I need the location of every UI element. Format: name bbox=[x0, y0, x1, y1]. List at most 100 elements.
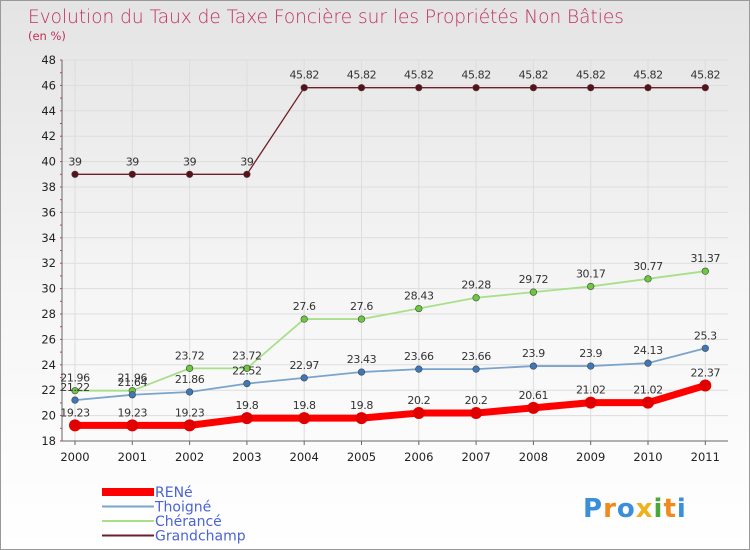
logo-text: Proxiti bbox=[583, 494, 687, 524]
x-tick-label: 2007 bbox=[461, 450, 490, 464]
data-label-rene: 20.2 bbox=[407, 394, 430, 407]
series-line-grandchamp bbox=[74, 87, 706, 175]
point-rene bbox=[699, 379, 712, 392]
point-cherance bbox=[186, 364, 194, 372]
data-label-rene: 22.37 bbox=[691, 367, 721, 380]
y-tick-label: 32 bbox=[41, 256, 56, 270]
point-thoigne bbox=[186, 388, 194, 396]
y-tick-label: 22 bbox=[41, 383, 56, 397]
data-label-cherance: 21.96 bbox=[118, 372, 148, 385]
point-rene bbox=[470, 407, 483, 420]
y-tick-label: 48 bbox=[41, 53, 56, 67]
point-rene bbox=[69, 419, 81, 432]
data-label-thoigne: 21.22 bbox=[60, 381, 90, 394]
data-label-rene: 19.8 bbox=[235, 399, 258, 412]
data-label-thoigne: 22.52 bbox=[232, 365, 262, 378]
data-label-grandchamp: 45.82 bbox=[691, 69, 721, 82]
legend-label-grandchamp: Grandchamp bbox=[155, 529, 246, 545]
point-grandchamp bbox=[128, 170, 136, 178]
point-grandchamp bbox=[243, 170, 251, 178]
point-grandchamp bbox=[587, 84, 595, 92]
point-thoigne bbox=[701, 344, 709, 352]
x-tick-label: 2005 bbox=[347, 450, 376, 464]
point-grandchamp bbox=[186, 170, 194, 178]
data-label-thoigne: 23.66 bbox=[404, 350, 434, 363]
data-label-rene: 19.8 bbox=[293, 399, 316, 412]
x-tick-label: 2006 bbox=[404, 450, 433, 464]
data-label-thoigne: 23.43 bbox=[347, 353, 377, 366]
point-rene bbox=[298, 412, 311, 425]
legend-label-cherance: Chérancé bbox=[155, 514, 222, 530]
point-grandchamp bbox=[415, 84, 423, 92]
legend-label-thoigne: Thoigné bbox=[154, 500, 211, 516]
data-label-rene: 20.61 bbox=[519, 389, 549, 402]
point-rene bbox=[527, 401, 540, 414]
data-label-rene: 19.23 bbox=[60, 406, 90, 419]
data-label-cherance: 28.43 bbox=[404, 290, 434, 303]
logo-letter: t bbox=[663, 494, 676, 524]
data-label-grandchamp: 39 bbox=[240, 155, 254, 168]
logo-letter: o bbox=[617, 494, 636, 524]
y-tick-label: 44 bbox=[41, 104, 56, 118]
y-tick-label: 30 bbox=[41, 282, 56, 296]
logo-letter: P bbox=[583, 494, 603, 524]
point-rene bbox=[355, 412, 368, 425]
data-label-thoigne: 21.64 bbox=[118, 376, 148, 389]
data-label-grandchamp: 45.82 bbox=[633, 69, 663, 82]
point-thoigne bbox=[128, 391, 136, 399]
x-tick-label: 2004 bbox=[290, 450, 319, 464]
chart-subtitle: (en %) bbox=[28, 29, 66, 43]
x-tick-label: 2011 bbox=[691, 450, 720, 464]
series-line-rene bbox=[71, 382, 709, 429]
data-labels-layer: 39 39 39 39 45.82 45.82 45.82 45.82 45.82 45.82 45… bbox=[60, 69, 721, 420]
y-tick-label: 26 bbox=[41, 332, 56, 346]
data-label-cherance: 30.17 bbox=[576, 267, 606, 280]
chart-title: Evolution du Taux de Taxe Foncière sur l… bbox=[28, 7, 624, 28]
y-tick-label: 40 bbox=[41, 155, 56, 169]
y-tick-label: 20 bbox=[41, 409, 56, 423]
x-tick-label: 2001 bbox=[118, 450, 147, 464]
point-cherance bbox=[300, 315, 308, 323]
point-grandchamp bbox=[472, 84, 480, 92]
point-cherance bbox=[587, 282, 595, 291]
y-tick-label: 38 bbox=[41, 180, 56, 194]
logo-letter: r bbox=[603, 494, 617, 524]
data-label-rene: 19.8 bbox=[350, 399, 373, 412]
point-thoigne bbox=[587, 362, 595, 370]
y-tick-label: 28 bbox=[41, 307, 56, 321]
point-cherance bbox=[415, 304, 423, 313]
point-rene bbox=[126, 419, 139, 432]
point-cherance bbox=[71, 387, 79, 395]
x-tick-label: 2002 bbox=[175, 450, 204, 464]
point-grandchamp bbox=[357, 84, 366, 92]
data-label-rene: 21.02 bbox=[633, 384, 663, 397]
logo-letter: i bbox=[654, 494, 664, 524]
legend-label-rene: RENé bbox=[155, 485, 193, 501]
point-thoigne bbox=[357, 368, 366, 376]
axes: 18 20 22 24 26 28 30 32 34 36 38 40 42 44 46 48 2000 2001… bbox=[41, 53, 728, 464]
y-tick-label: 46 bbox=[41, 78, 56, 92]
point-cherance bbox=[644, 275, 652, 283]
data-label-grandchamp: 45.82 bbox=[519, 69, 549, 82]
data-label-grandchamp: 45.82 bbox=[289, 69, 319, 82]
data-label-thoigne: 22.97 bbox=[289, 359, 319, 372]
data-label-thoigne: 23.9 bbox=[522, 347, 545, 360]
logo-letter: x bbox=[636, 494, 654, 524]
y-tick-label: 42 bbox=[41, 129, 56, 143]
point-rene bbox=[183, 419, 196, 432]
data-label-cherance: 31.37 bbox=[691, 252, 721, 265]
data-label-cherance: 29.72 bbox=[519, 273, 549, 286]
y-tick-label: 24 bbox=[41, 358, 56, 372]
point-thoigne bbox=[71, 396, 79, 404]
data-label-grandchamp: 39 bbox=[68, 155, 82, 168]
point-cherance bbox=[243, 364, 251, 372]
proxiti-logo: Proxiti bbox=[583, 494, 687, 524]
point-grandchamp bbox=[644, 84, 652, 92]
point-grandchamp bbox=[529, 84, 538, 92]
point-rene bbox=[240, 412, 253, 425]
point-cherance bbox=[529, 288, 538, 296]
data-label-cherance: 23.72 bbox=[175, 349, 205, 362]
point-thoigne bbox=[415, 365, 423, 373]
